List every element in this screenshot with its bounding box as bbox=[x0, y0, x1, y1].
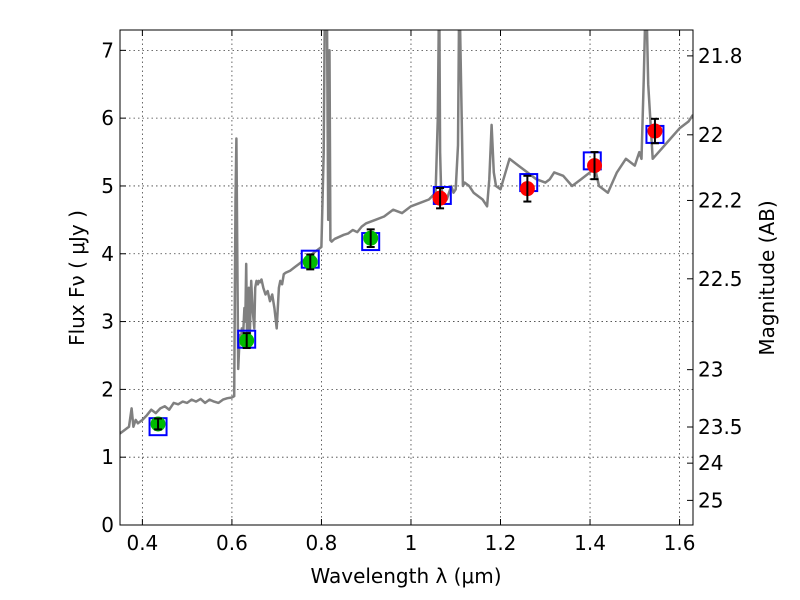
y2-tick-label: 21.8 bbox=[698, 44, 743, 68]
y2-tick-label: 22.5 bbox=[698, 267, 743, 291]
y-tick-label: 7 bbox=[101, 38, 114, 62]
y2-tick-label: 22 bbox=[698, 123, 723, 147]
x-tick-label: 1.6 bbox=[664, 531, 696, 555]
grid-layer bbox=[120, 30, 693, 526]
y-axis-title: Flux Fν ( μJy ) bbox=[65, 210, 89, 346]
x-tick-label: 0.4 bbox=[126, 531, 158, 555]
y-tick-label: 0 bbox=[101, 513, 114, 537]
y-tick-label: 5 bbox=[101, 174, 114, 198]
y-tick-label: 4 bbox=[101, 242, 114, 266]
x-tick-label: 1 bbox=[405, 531, 418, 555]
y2-tick-label: 23 bbox=[698, 358, 723, 382]
plot-frame bbox=[119, 29, 694, 526]
x-tick-label: 1.4 bbox=[574, 531, 606, 555]
x-tick-label: 0.8 bbox=[306, 531, 338, 555]
y-tick-label: 3 bbox=[101, 310, 114, 334]
plot-layer bbox=[120, 30, 693, 437]
spectrum-line bbox=[120, 30, 693, 435]
y2-tick-label: 22.2 bbox=[698, 188, 743, 212]
x-tick-label: 1.2 bbox=[485, 531, 517, 555]
y2-tick-label: 23.5 bbox=[698, 415, 743, 439]
x-axis-title: Wavelength λ (μm) bbox=[310, 564, 501, 588]
y-tick-label: 6 bbox=[101, 106, 114, 130]
y-tick-label: 2 bbox=[101, 377, 114, 401]
right-axis-title: Magnitude (AB) bbox=[755, 200, 779, 355]
y2-tick-label: 25 bbox=[698, 488, 723, 512]
x-tick-label: 0.6 bbox=[216, 531, 248, 555]
y2-tick-label: 24 bbox=[698, 451, 723, 475]
y-tick-label: 1 bbox=[101, 445, 114, 469]
